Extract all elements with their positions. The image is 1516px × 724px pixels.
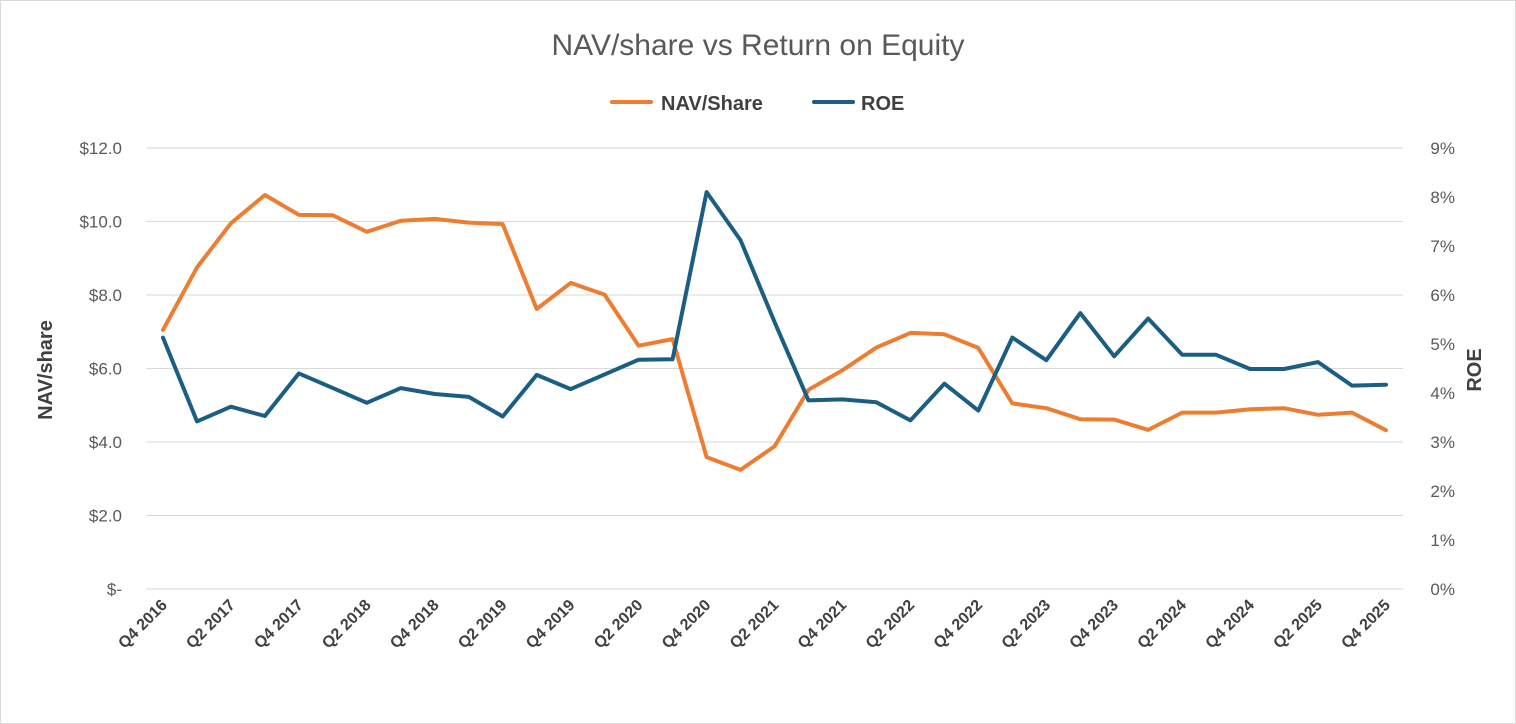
x-tick-label: Q4 2024 [1203,597,1258,652]
right-axis-label: ROE [1464,348,1486,391]
x-tick-label: Q4 2021 [795,597,850,652]
x-axis-ticks: Q4 2016 Q2 2017 Q4 2017 Q2 2018 Q4 2018 Q2 20… [115,597,1393,652]
legend: NAV/Share ROE [610,93,904,115]
left-tick-label: $6.0 [89,360,122,379]
chart-title: NAV/share vs Return on Equity [552,29,965,62]
x-tick-label: Q2 2023 [999,597,1054,652]
x-tick-label: Q4 2025 [1338,597,1393,652]
series-layer [161,190,1388,472]
x-tick-label: Q4 2018 [387,597,442,652]
left-tick-label: $4.0 [89,433,122,452]
x-tick-label: Q2 2024 [1135,597,1190,652]
x-tick-label: Q2 2020 [591,597,646,652]
right-tick-label: 2% [1430,482,1455,501]
left-tick-label: $10.0 [79,213,122,232]
x-tick-label: Q2 2022 [863,597,918,652]
right-tick-label: 3% [1430,433,1455,452]
series-line-nav-share [161,193,1388,472]
x-tick-label: Q2 2021 [727,597,782,652]
series-line-roe [161,190,1388,424]
x-tick-label: Q4 2023 [1067,597,1122,652]
x-tick-label: Q4 2020 [659,597,714,652]
gridlines [146,147,1403,590]
right-tick-label: 8% [1430,188,1455,207]
right-axis-ticks: 0% 1% 2% 3% 4% 5% 6% 7% 8% 9% [1430,139,1455,599]
x-tick-label: Q4 2016 [115,597,170,652]
x-tick-label: Q4 2019 [523,597,578,652]
right-tick-label: 9% [1430,139,1455,158]
right-tick-label: 5% [1430,335,1455,354]
x-tick-label: Q2 2025 [1270,597,1325,652]
left-tick-label: $12.0 [79,139,122,158]
left-tick-label: $8.0 [89,286,122,305]
x-tick-label: Q2 2018 [319,597,374,652]
left-tick-label: $- [107,580,122,599]
right-tick-label: 7% [1430,237,1455,256]
left-axis-ticks: $- $2.0 $4.0 $6.0 $8.0 $10.0 $12.0 [79,139,122,599]
right-tick-label: 6% [1430,286,1455,305]
x-tick-label: Q2 2017 [183,597,238,652]
right-tick-label: 1% [1430,531,1455,550]
legend-label-nav: NAV/Share [661,93,763,115]
right-tick-label: 0% [1430,580,1455,599]
left-tick-label: $2.0 [89,507,122,526]
x-tick-label: Q4 2017 [251,597,306,652]
legend-label-roe: ROE [861,93,904,115]
right-tick-label: 4% [1430,384,1455,403]
left-axis-label: NAV/share [35,320,57,420]
x-tick-label: Q2 2019 [455,597,510,652]
x-tick-label: Q4 2022 [931,597,986,652]
